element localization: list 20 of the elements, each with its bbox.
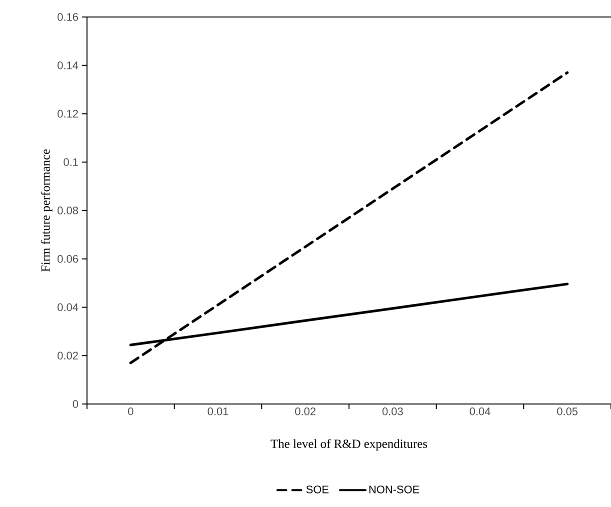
y-tick-label: 0.1 — [64, 158, 78, 166]
y-axis-title: Firm future performance — [40, 149, 52, 272]
y-tick-label: 0.06 — [58, 254, 78, 263]
line-series — [129, 71, 569, 364]
y-tick-label: 0.02 — [58, 352, 78, 360]
x-tick-label: 0.04 — [470, 408, 490, 416]
y-tick-label: 0.12 — [58, 110, 78, 118]
y-tick-label: 0 — [72, 400, 78, 408]
legend-label: NON-SOE — [369, 486, 420, 494]
x-tick-label: 0.05 — [557, 408, 578, 416]
y-tick-label: 0.16 — [58, 13, 78, 21]
legend-label: SOE — [306, 486, 329, 494]
x-tick-label: 0.02 — [295, 408, 316, 416]
x-tick-label: 0 — [128, 408, 134, 416]
y-tick-label: 0.08 — [58, 206, 78, 214]
y-tick-label: 0.14 — [58, 61, 78, 70]
x-axis-title: The level of R&D expenditures — [270, 439, 428, 451]
x-tick-label: 0.03 — [382, 408, 403, 416]
y-tick-label: 0.04 — [58, 303, 78, 312]
x-tick-label: 0.01 — [208, 408, 228, 416]
